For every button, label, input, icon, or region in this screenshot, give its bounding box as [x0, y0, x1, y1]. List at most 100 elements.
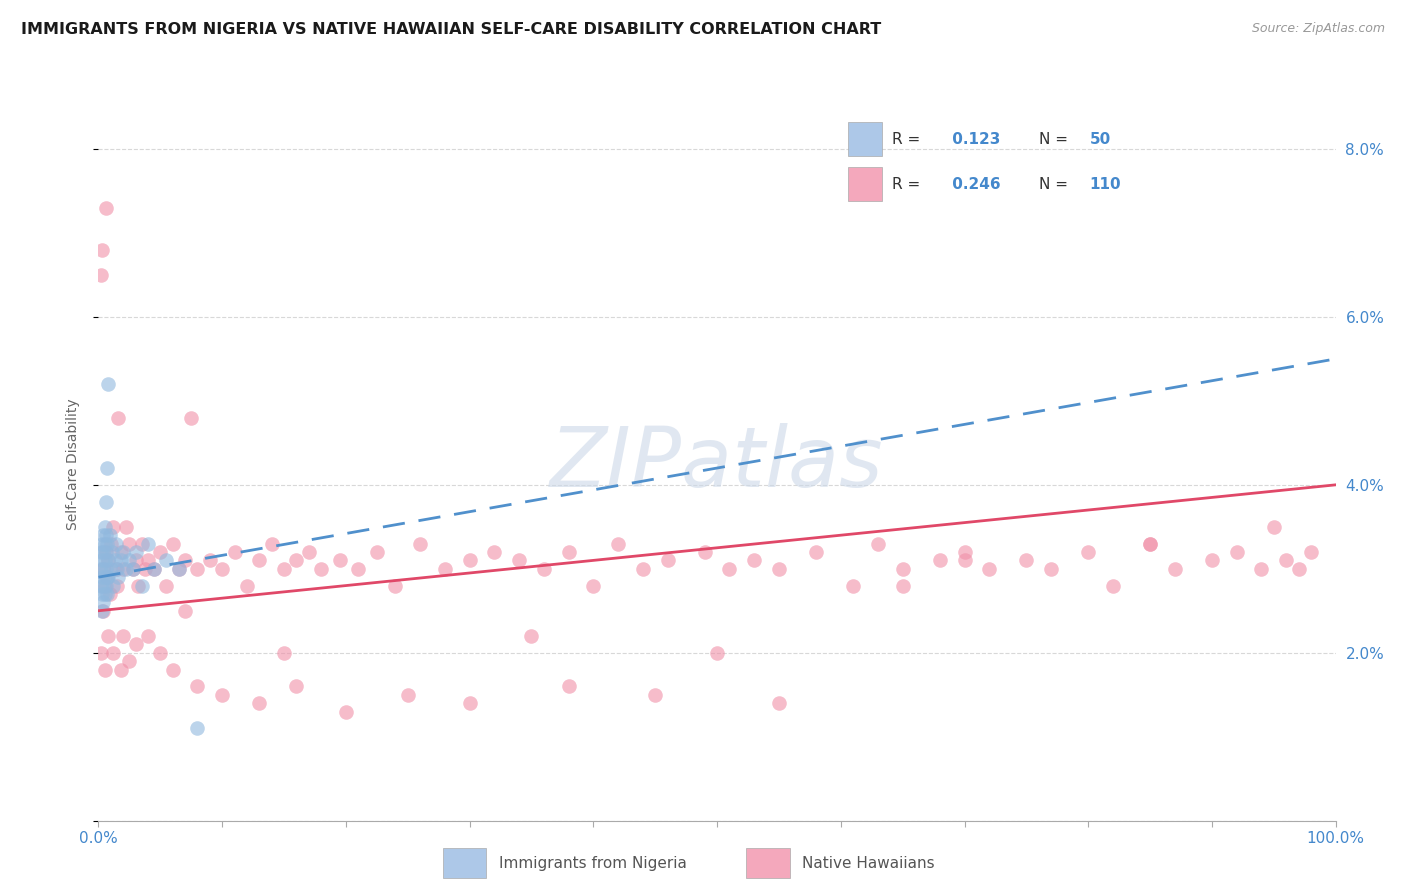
Point	[93, 536, 115, 550]
Point	[90, 268, 112, 282]
Point	[298, 545, 321, 559]
Point	[211, 688, 233, 702]
Point	[110, 545, 132, 559]
Point	[657, 553, 679, 567]
Point	[94, 201, 117, 215]
Point	[93, 587, 115, 601]
Point	[582, 578, 605, 592]
Point	[93, 562, 115, 576]
Point	[94, 578, 117, 592]
Point	[93, 570, 115, 584]
Point	[1102, 578, 1125, 592]
Point	[97, 553, 120, 567]
Point	[557, 679, 579, 693]
Point	[742, 553, 765, 567]
Point	[186, 721, 208, 735]
Point	[96, 461, 118, 475]
Y-axis label: Self-Care Disability: Self-Care Disability	[66, 398, 80, 530]
Point	[285, 679, 308, 693]
Point	[93, 595, 115, 609]
Point	[347, 562, 370, 576]
Point	[91, 536, 114, 550]
Point	[107, 410, 129, 425]
Point	[953, 553, 976, 567]
Point	[94, 545, 117, 559]
Point	[136, 553, 159, 567]
Point	[260, 536, 283, 550]
Text: IMMIGRANTS FROM NIGERIA VS NATIVE HAWAIIAN SELF-CARE DISABILITY CORRELATION CHAR: IMMIGRANTS FROM NIGERIA VS NATIVE HAWAII…	[21, 22, 882, 37]
Point	[167, 562, 190, 576]
Point	[607, 536, 630, 550]
Point	[1288, 562, 1310, 576]
Point	[94, 494, 117, 508]
Point	[866, 536, 889, 550]
Point	[118, 553, 141, 567]
Point	[97, 629, 120, 643]
Point	[124, 545, 146, 559]
Point	[93, 553, 115, 567]
Point	[1250, 562, 1272, 576]
Point	[96, 536, 118, 550]
Point	[96, 570, 118, 584]
Point	[93, 562, 115, 576]
Point	[93, 578, 115, 592]
Point	[273, 562, 295, 576]
Point	[458, 553, 481, 567]
Point	[98, 587, 121, 601]
Text: Source: ZipAtlas.com: Source: ZipAtlas.com	[1251, 22, 1385, 36]
Point	[1275, 553, 1298, 567]
Point	[928, 553, 950, 567]
Point	[309, 562, 332, 576]
Point	[891, 562, 914, 576]
Point	[1077, 545, 1099, 559]
Point	[110, 663, 132, 677]
Point	[162, 536, 184, 550]
Point	[94, 562, 117, 576]
Point	[186, 679, 208, 693]
Point	[706, 646, 728, 660]
Point	[90, 545, 112, 559]
Point	[112, 545, 135, 559]
Point	[94, 545, 117, 559]
Point	[458, 696, 481, 710]
Point	[122, 562, 145, 576]
Point	[93, 545, 115, 559]
Point	[97, 570, 120, 584]
Point	[112, 562, 135, 576]
Point	[91, 604, 114, 618]
Point	[96, 570, 118, 584]
Point	[143, 562, 166, 576]
Point	[127, 578, 149, 592]
Point	[124, 637, 146, 651]
Point	[131, 578, 153, 592]
Point	[557, 545, 579, 559]
Point	[366, 545, 388, 559]
Point	[149, 545, 172, 559]
Point	[93, 528, 115, 542]
Point	[247, 553, 270, 567]
Point	[110, 553, 132, 567]
Point	[124, 553, 146, 567]
Point	[103, 520, 125, 534]
Point	[644, 688, 666, 702]
Point	[100, 536, 122, 550]
Point	[247, 696, 270, 710]
Point	[93, 663, 115, 677]
Point	[186, 562, 208, 576]
Point	[384, 578, 406, 592]
Point	[114, 562, 136, 576]
Point	[90, 578, 112, 592]
Point	[96, 587, 118, 601]
Point	[1299, 545, 1322, 559]
Point	[533, 562, 555, 576]
Point	[409, 536, 432, 550]
Point	[693, 545, 716, 559]
Point	[136, 629, 159, 643]
Point	[804, 545, 827, 559]
Point	[329, 553, 352, 567]
Point	[335, 705, 357, 719]
Point	[134, 562, 156, 576]
Point	[118, 536, 141, 550]
Point	[1040, 562, 1063, 576]
Point	[91, 570, 114, 584]
